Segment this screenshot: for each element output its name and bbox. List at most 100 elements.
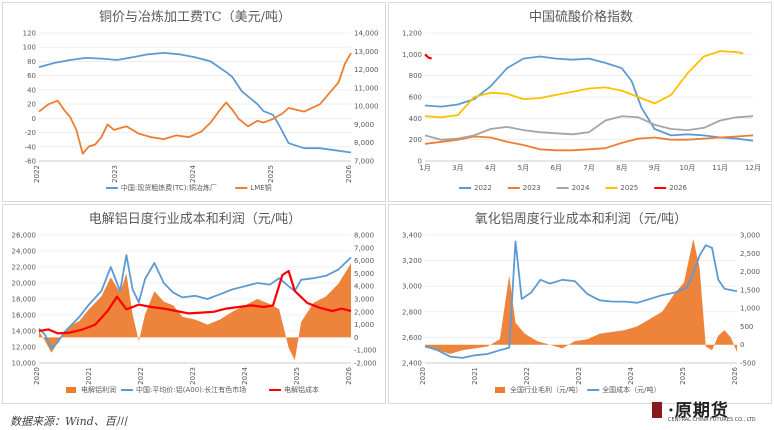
- y2-tick-label: -500: [740, 360, 756, 368]
- legend-label: 电解铝成本: [284, 385, 319, 394]
- x-tick-label: 2025: [267, 165, 275, 183]
- y2-tick-label: 6,000: [354, 257, 374, 265]
- series-alumina-0-area: [425, 238, 737, 354]
- y-tick-label: 2,600: [402, 334, 422, 342]
- y-tick-label: 400: [409, 115, 422, 123]
- chart-title: 铜价与冶炼加工费TC（美元/吨）: [99, 10, 291, 25]
- x-tick-label: 9月: [649, 164, 660, 172]
- legend-label: 2025: [620, 184, 638, 192]
- series-acid-4-line: [424, 53, 432, 60]
- y-tick-label: -60: [25, 158, 36, 166]
- y2-tick-label: 7,000: [354, 158, 374, 166]
- legend-label: 中国:现货粗炼费(TC):铜冶炼厂: [121, 183, 217, 192]
- x-tick-label: 3月: [452, 164, 463, 172]
- y-tick-label: 100: [23, 44, 36, 52]
- y2-tick-label: 8,000: [354, 232, 374, 240]
- y-tick-label: 16,000: [12, 312, 37, 320]
- x-tick-label: 1月: [419, 164, 430, 172]
- x-tick-label: 6月: [550, 164, 561, 172]
- logo-mark-icon: [652, 402, 662, 418]
- y2-tick-label: 11,000: [354, 84, 379, 92]
- y2-tick-label: 3,000: [354, 296, 374, 304]
- y-tick-label: 18,000: [12, 296, 37, 304]
- y-tick-label: 40: [27, 86, 36, 94]
- y2-tick-label: 4,000: [354, 283, 374, 291]
- y-tick-label: 22,000: [12, 264, 37, 272]
- legend-swatch: [66, 387, 76, 393]
- chart-panel-aluminum: 电解铝日度行业成本和利润（元/吨） 10,000 12,000 14,000 16,00…: [2, 204, 386, 404]
- chart-title: 电解铝日度行业成本和利润（元/吨）: [89, 211, 301, 227]
- company-logo: ·原期货 CENTRAL CHINA FUTURES CO., LTD: [652, 398, 772, 428]
- y-tick-label: 200: [409, 136, 422, 144]
- y-tick-label: 2,400: [402, 360, 422, 368]
- series-al-2-line: [38, 269, 352, 335]
- chart-panel-alumina: 氧化铝周度行业成本和利润（元/吨） 2,400 2,600 2,800 3,000 3,2…: [388, 204, 772, 404]
- x-tick-label: 2025: [679, 367, 687, 385]
- y-tick-label: 0: [32, 115, 36, 123]
- legend-label: 2024: [572, 184, 590, 192]
- y2-tick-label: 7,000: [354, 244, 374, 252]
- y-tick-label: 60: [27, 72, 36, 80]
- y-tick-label: -20: [25, 129, 36, 137]
- y2-tick-label: 5,000: [354, 270, 374, 278]
- y2-tick-label: 9,000: [354, 121, 374, 129]
- y-tick-label: 3,400: [402, 232, 422, 240]
- x-tick-label: 2022: [33, 165, 41, 183]
- legend-label: 电解铝利润: [81, 385, 116, 394]
- y-tick-label: 14,000: [12, 328, 37, 336]
- x-tick-label: 2020: [419, 367, 427, 385]
- x-tick-label: 2024: [627, 366, 635, 384]
- series-acid-1-line: [424, 134, 754, 152]
- y-tick-label: 1,200: [402, 30, 422, 38]
- x-tick-label: 12月: [745, 164, 761, 172]
- tc-chart-svg: 铜价与冶炼加工费TC（美元/吨） -60 -40 -20 0 20 40 60 80 100 120…: [23, 10, 379, 192]
- source-note: 数据来源：Wind、百川: [10, 415, 127, 428]
- aluminum-chart-svg: 电解铝日度行业成本和利润（元/吨） 10,000 12,000 14,000 16,00…: [12, 211, 377, 394]
- y2-tick-label: 13,000: [354, 48, 379, 56]
- x-tick-label: 5月: [518, 164, 529, 172]
- y-tick-label: 10,000: [12, 360, 37, 368]
- x-tick-label: 8月: [616, 164, 627, 172]
- y2-tick-label: 10,000: [354, 103, 379, 111]
- y2-tick-label: 500: [740, 323, 753, 331]
- y-tick-label: 3,000: [402, 283, 422, 291]
- y2-tick-label: 2,000: [740, 268, 760, 276]
- series-al-0-area: [39, 263, 351, 361]
- series-tc-1-line: [38, 52, 352, 155]
- y-tick-label: 0: [418, 158, 422, 166]
- series-alumina-1-line: [424, 240, 738, 359]
- x-tick-label: 2024: [241, 366, 249, 384]
- y-tick-label: 20,000: [12, 280, 37, 288]
- y2-tick-label: 2,500: [740, 250, 760, 258]
- x-tick-label: 7月: [583, 164, 594, 172]
- y-tick-label: 3,200: [402, 257, 422, 265]
- legend-label: 2022: [474, 184, 492, 192]
- y-tick-label: 12,000: [12, 344, 37, 352]
- y-tick-label: 600: [409, 94, 422, 102]
- y2-tick-label: 0: [354, 334, 358, 342]
- x-tick-label: 2023: [575, 367, 583, 385]
- x-tick-label: 2023: [111, 165, 119, 183]
- y-tick-label: 120: [23, 30, 36, 38]
- legend-label: 中国:平均价:铝(A00):长江有色市场: [136, 385, 246, 394]
- x-tick-label: 4月: [485, 164, 496, 172]
- x-tick-label: 2023: [189, 367, 197, 385]
- x-tick-label: 2020: [33, 367, 41, 385]
- y2-tick-label: 14,000: [354, 30, 379, 38]
- y2-tick-label: 1,000: [354, 321, 374, 329]
- y-tick-label: -40: [25, 143, 36, 151]
- series-acid-2-line: [424, 115, 754, 141]
- series-acid-0-line: [424, 55, 754, 142]
- series-al-1-line: [38, 254, 352, 350]
- y2-tick-label: 3,000: [740, 232, 760, 240]
- y-tick-label: 20: [27, 101, 36, 109]
- y-tick-label: 80: [27, 58, 36, 66]
- legend-label: 2026: [669, 184, 687, 192]
- x-tick-label: 2025: [293, 367, 301, 385]
- chart-title: 氧化铝周度行业成本和利润（元/吨）: [475, 211, 687, 227]
- x-tick-label: 10月: [679, 164, 695, 172]
- chart-panel-sulfuric-acid: 中国硫酸价格指数 0 200 400 600 800 1,000 1,200 1月 3月 4月 5月 6…: [388, 2, 772, 202]
- x-tick-label: 2021: [85, 367, 93, 385]
- y2-tick-label: 2,000: [354, 308, 374, 316]
- alumina-chart-svg: 氧化铝周度行业成本和利润（元/吨） 2,400 2,600 2,800 3,000 3,2…: [402, 211, 760, 394]
